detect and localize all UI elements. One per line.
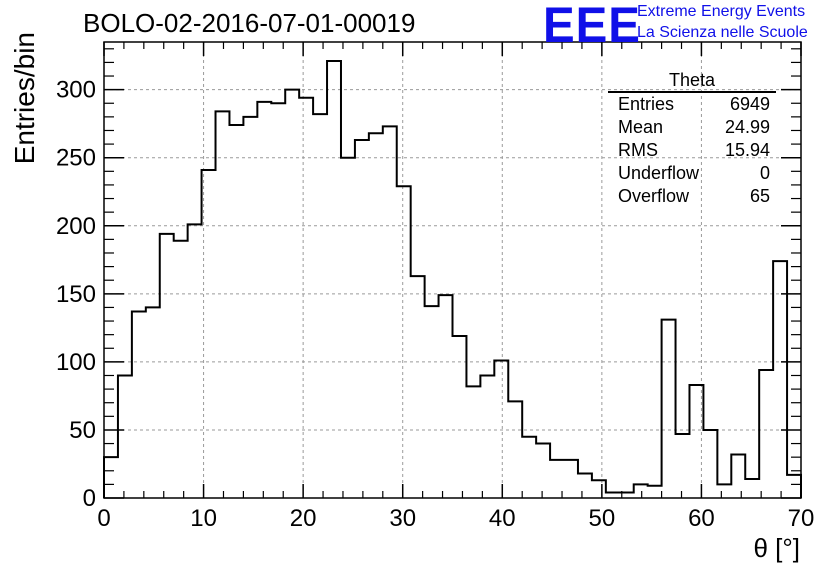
x-tick-label: 50 xyxy=(589,505,616,532)
stat-label: Entries xyxy=(618,94,675,114)
y-axis-label: Entries/bin xyxy=(9,32,40,164)
stat-label: Underflow xyxy=(618,163,700,183)
grid-lines xyxy=(104,42,801,498)
stat-value: 6949 xyxy=(729,94,770,114)
logo-text-line1: Extreme Energy Events xyxy=(637,3,806,20)
tick-labels: 0 10 20 30 40 50 60 70 0 50 100 150 200 250 300 xyxy=(56,77,814,532)
stat-row-overflow: Overflow 65 xyxy=(608,185,776,208)
stat-value: 15.94 xyxy=(724,140,770,160)
stats-box: Theta Entries 6949 Mean 24.99 RMS 15.94 … xyxy=(608,70,776,208)
stat-row-entries: Entries 6949 xyxy=(608,93,776,116)
x-tick-label: 70 xyxy=(788,505,815,532)
histogram-step-line xyxy=(103,60,802,498)
y-tick-label: 0 xyxy=(83,485,96,512)
plot-frame xyxy=(103,41,802,499)
stat-row-underflow: Underflow 0 xyxy=(608,162,776,185)
stats-title: Theta xyxy=(608,70,776,93)
chart-title: BOLO-02-2016-07-01-00019 xyxy=(83,8,416,38)
y-tick-label: 150 xyxy=(56,281,96,308)
stat-row-rms: RMS 15.94 xyxy=(608,139,776,162)
eee-logo: EEE xyxy=(543,0,641,53)
x-tick-label: 10 xyxy=(190,505,217,532)
stat-label: RMS xyxy=(618,140,658,160)
y-tick-label: 250 xyxy=(56,145,96,172)
y-tick-label: 50 xyxy=(69,417,96,444)
stat-value: 24.99 xyxy=(724,117,770,137)
logo-text-line2: La Scienza nelle Scuole xyxy=(637,24,808,41)
x-tick-label: 40 xyxy=(489,505,516,532)
x-tick-label: 20 xyxy=(290,505,317,532)
y-tick-label: 300 xyxy=(56,77,96,104)
x-axis-label: θ [°] xyxy=(753,533,800,563)
y-tick-label: 100 xyxy=(56,349,96,376)
stat-value: 0 xyxy=(759,163,770,183)
x-tick-label: 30 xyxy=(389,505,416,532)
x-tick-label: 0 xyxy=(97,505,110,532)
stat-label: Mean xyxy=(618,117,664,137)
y-tick-label: 200 xyxy=(56,213,96,240)
x-tick-label: 60 xyxy=(688,505,715,532)
stat-value: 65 xyxy=(749,186,770,206)
stat-label: Overflow xyxy=(618,186,690,206)
stat-row-mean: Mean 24.99 xyxy=(608,116,776,139)
